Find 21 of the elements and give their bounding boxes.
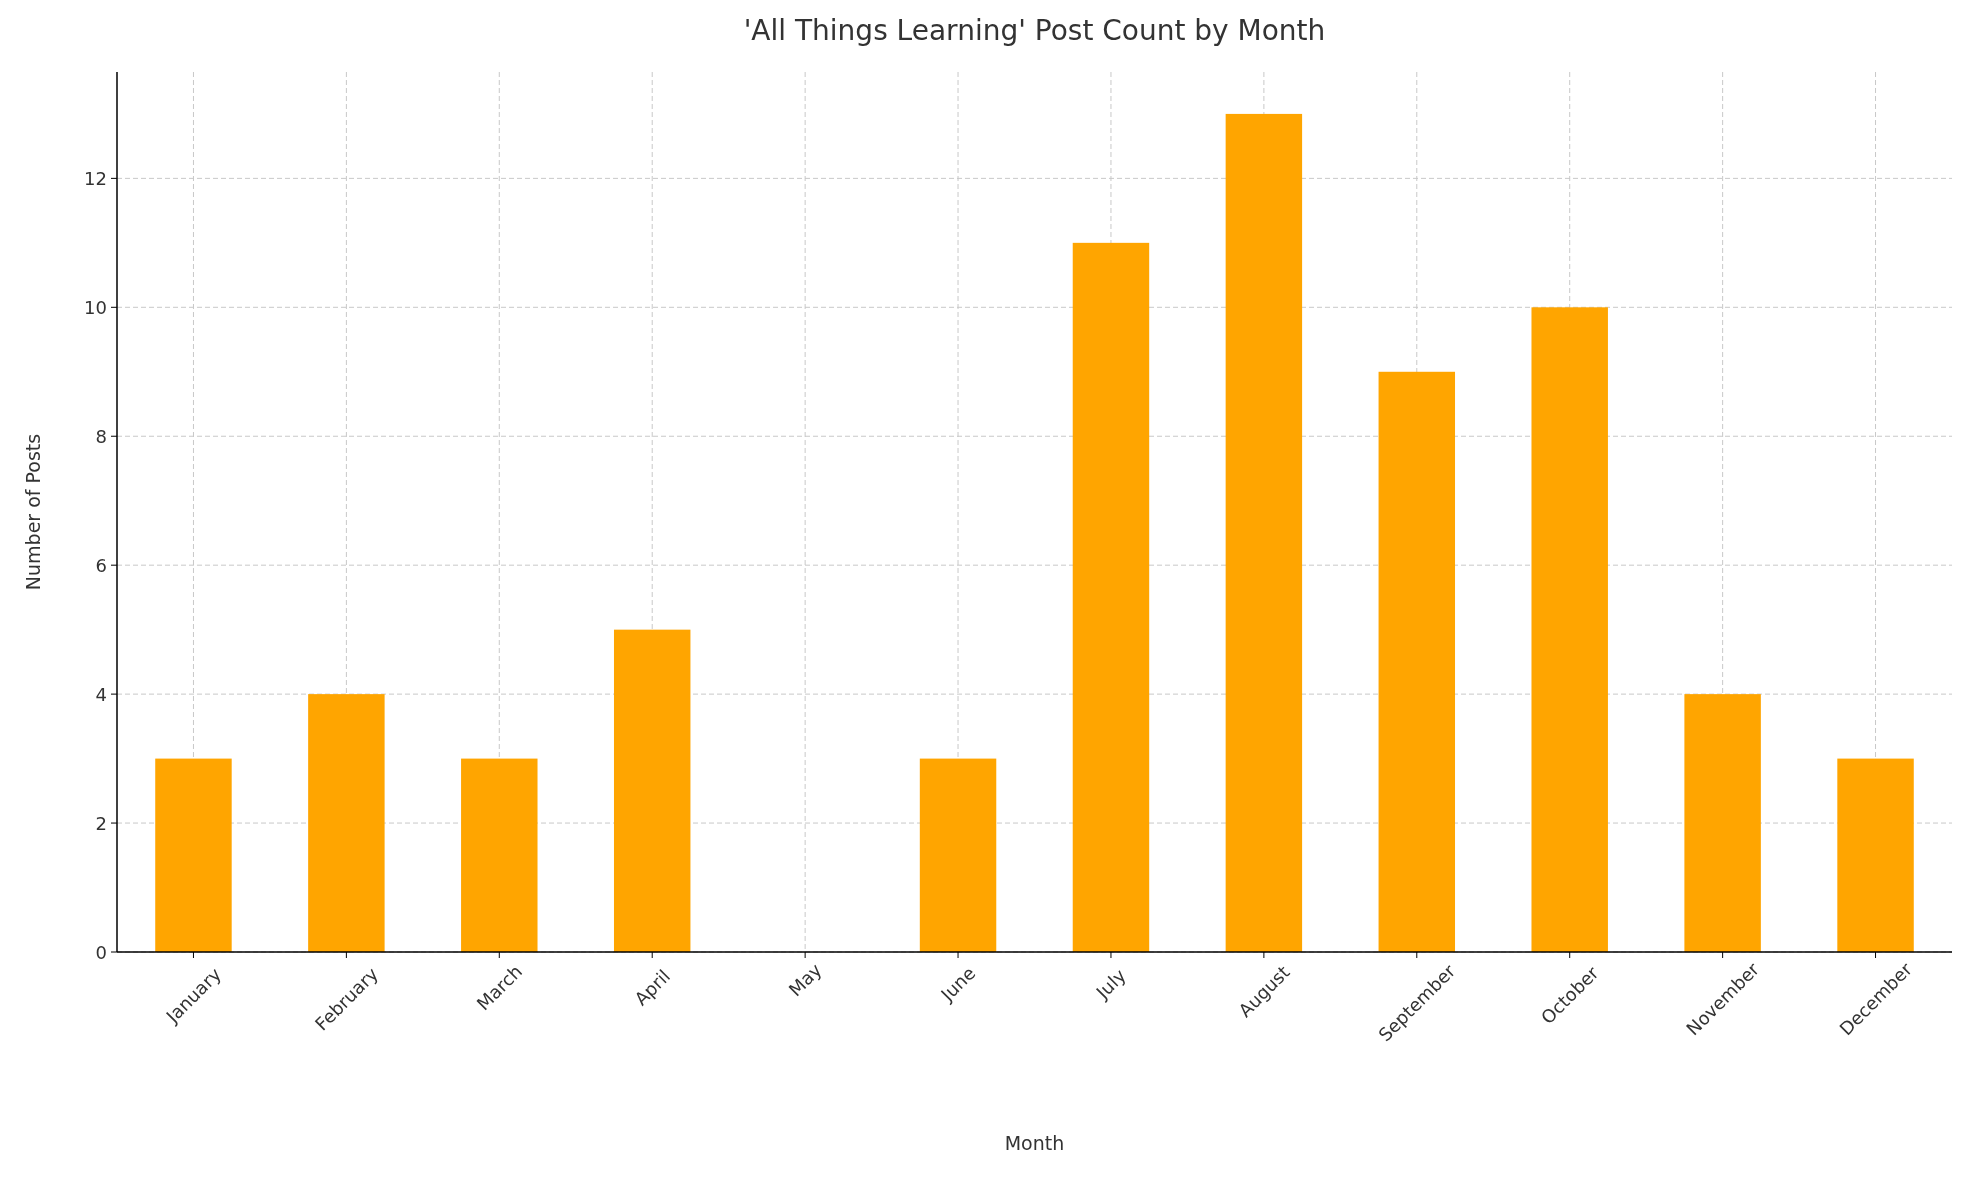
bar (1225, 113, 1303, 952)
bar (1684, 694, 1761, 952)
y-tick-label: 8 (95, 425, 107, 447)
bar (1837, 758, 1914, 952)
y-tick-label: 10 (84, 296, 107, 318)
x-axis-title: Month (1004, 1132, 1065, 1154)
bar (1378, 371, 1456, 952)
y-axis-title: Number of Posts (22, 433, 44, 591)
y-tick-label: 12 (84, 167, 107, 189)
bar (461, 758, 538, 952)
bar (613, 629, 691, 952)
bar (1531, 307, 1608, 952)
y-tick-label: 6 (95, 554, 107, 576)
bar (919, 758, 997, 952)
bar (1072, 242, 1150, 952)
bar (308, 694, 385, 952)
bar (155, 758, 232, 952)
y-tick-label: 0 (95, 941, 107, 963)
y-tick-label: 2 (95, 812, 107, 834)
y-tick-label: 4 (95, 683, 107, 705)
chart-title: 'All Things Learning' Post Count by Month (743, 14, 1326, 47)
